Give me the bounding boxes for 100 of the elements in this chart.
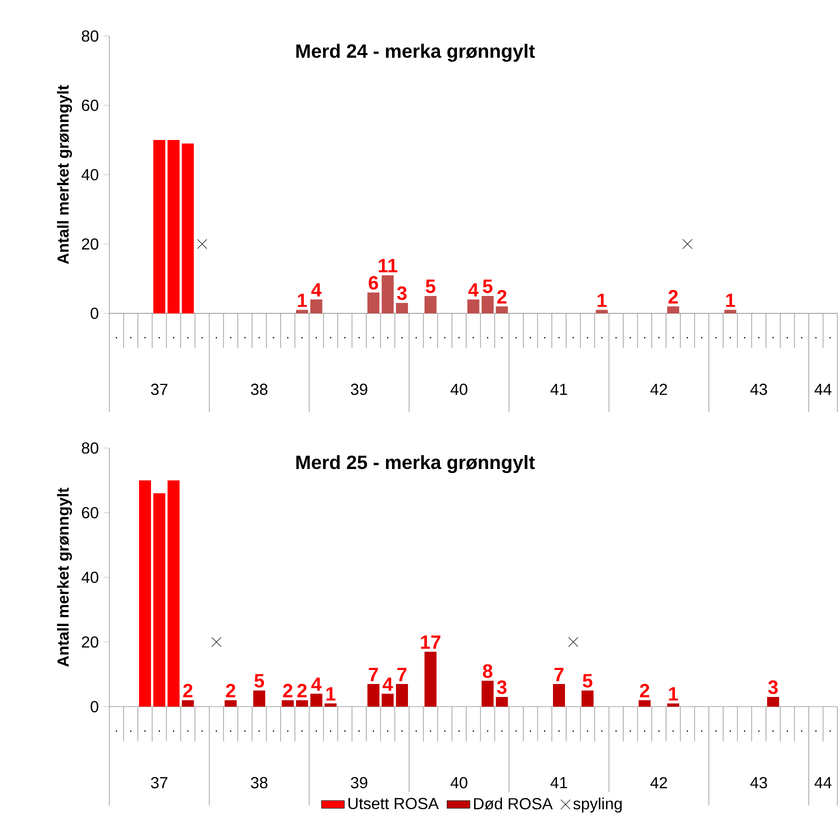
text: 44 <box>814 384 832 395</box>
bar <box>182 700 194 707</box>
text: 38 <box>250 384 268 395</box>
bar <box>467 299 480 314</box>
x-tick-label: . <box>772 730 774 732</box>
x-tick-label: . <box>230 730 232 732</box>
data-label: 2 <box>297 684 307 698</box>
bar <box>496 306 508 314</box>
bar <box>168 140 180 314</box>
x-tick-label: . <box>272 336 274 338</box>
data-label: 1 <box>598 294 607 307</box>
x-tick-label: . <box>830 730 831 732</box>
x-tick-label: . <box>116 730 118 732</box>
data-label: 3 <box>496 680 507 694</box>
x-tick-label: . <box>516 336 517 338</box>
data-label: 7 <box>368 668 378 681</box>
data-label: 2 <box>640 684 650 698</box>
data-label: 2 <box>668 290 678 304</box>
x-tick-label: . <box>387 730 388 732</box>
bar <box>310 694 322 707</box>
bar <box>224 700 237 707</box>
x-tick-label: . <box>444 336 446 338</box>
y-tick-label: 40 <box>82 168 98 180</box>
x-tick-label: . <box>544 336 546 338</box>
text: 38 <box>250 776 268 788</box>
x-tick-label: . <box>244 730 246 732</box>
x-tick-label: . <box>416 336 417 338</box>
text: 37 <box>151 384 168 395</box>
data-label: 2 <box>226 684 236 698</box>
x-tick-label: . <box>630 730 631 732</box>
x-tick-label: . <box>644 336 646 338</box>
x-tick-label: . <box>358 336 360 338</box>
x-tick-label: . <box>344 336 346 338</box>
x-tick-label: . <box>472 730 474 732</box>
x-tick-label: . <box>572 730 574 732</box>
x-tick-label: . <box>272 730 274 732</box>
bar <box>582 690 594 707</box>
data-label: 2 <box>183 684 192 698</box>
data-label: 3 <box>768 680 778 694</box>
x-tick-label: . <box>172 730 174 732</box>
x-tick-label: . <box>287 336 288 338</box>
text: 39 <box>350 776 368 788</box>
y-tick-label: 0 <box>90 700 98 712</box>
x-tick-label: . <box>758 336 760 338</box>
bar <box>153 493 166 707</box>
x-tick-label: . <box>116 336 118 338</box>
x-tick-label: . <box>501 336 502 338</box>
y-tick-label: 20 <box>82 238 98 250</box>
x-tick-label: . <box>358 730 360 732</box>
y-tick-label: 80 <box>82 30 98 42</box>
x-tick-label: . <box>672 336 674 338</box>
text: 43 <box>750 776 768 788</box>
text: 40 <box>450 384 468 395</box>
data-label: 6 <box>368 276 378 290</box>
bar <box>482 296 494 314</box>
y-tick-label: 0 <box>90 308 98 319</box>
bar <box>638 700 651 707</box>
y-tick-label: 80 <box>82 442 98 454</box>
x-tick-label: . <box>744 336 746 338</box>
x-tick-label: . <box>244 336 246 338</box>
data-label: 3 <box>397 286 407 300</box>
data-label: 1 <box>669 687 678 700</box>
x-tick-label: . <box>301 730 303 732</box>
data-label: 7 <box>554 668 564 681</box>
x-tick-label: . <box>187 730 188 732</box>
bar <box>382 694 394 707</box>
bar <box>310 299 322 314</box>
data-label: 1 <box>298 294 307 307</box>
x-tick-label: . <box>458 336 460 338</box>
x-tick-label: . <box>772 336 774 338</box>
x-tick-label: . <box>501 730 502 732</box>
x-tick-label: . <box>658 730 660 732</box>
bar <box>253 690 266 707</box>
x-tick-label: . <box>202 336 203 338</box>
x-tick-label: . <box>372 730 374 732</box>
data-label: 5 <box>254 674 264 688</box>
x-tick-label: . <box>715 730 717 732</box>
data-label: 4 <box>382 677 393 691</box>
x-tick-label: . <box>401 730 403 732</box>
x-tick-label: . <box>444 730 446 732</box>
legend-label: Utsett ROSA <box>348 798 439 809</box>
x-tick-label: . <box>316 336 317 338</box>
data-label: 4 <box>311 677 322 691</box>
bar <box>367 684 380 707</box>
data-label: 17 <box>421 635 440 649</box>
x-tick-label: . <box>658 336 660 338</box>
x-tick-label: . <box>472 336 474 338</box>
x-tick-label: . <box>701 730 702 732</box>
x-tick-label: . <box>801 730 802 732</box>
text: 41 <box>550 777 568 788</box>
bar <box>168 480 180 707</box>
text: 42 <box>650 384 667 395</box>
bar <box>282 700 294 707</box>
x-tick-label: . <box>558 730 560 732</box>
x-tick-label: . <box>644 730 646 732</box>
x-tick-label: . <box>430 730 432 732</box>
bar <box>424 296 437 314</box>
bar <box>396 684 408 707</box>
x-tick-label: . <box>586 336 588 338</box>
x-tick-label: . <box>616 730 617 732</box>
